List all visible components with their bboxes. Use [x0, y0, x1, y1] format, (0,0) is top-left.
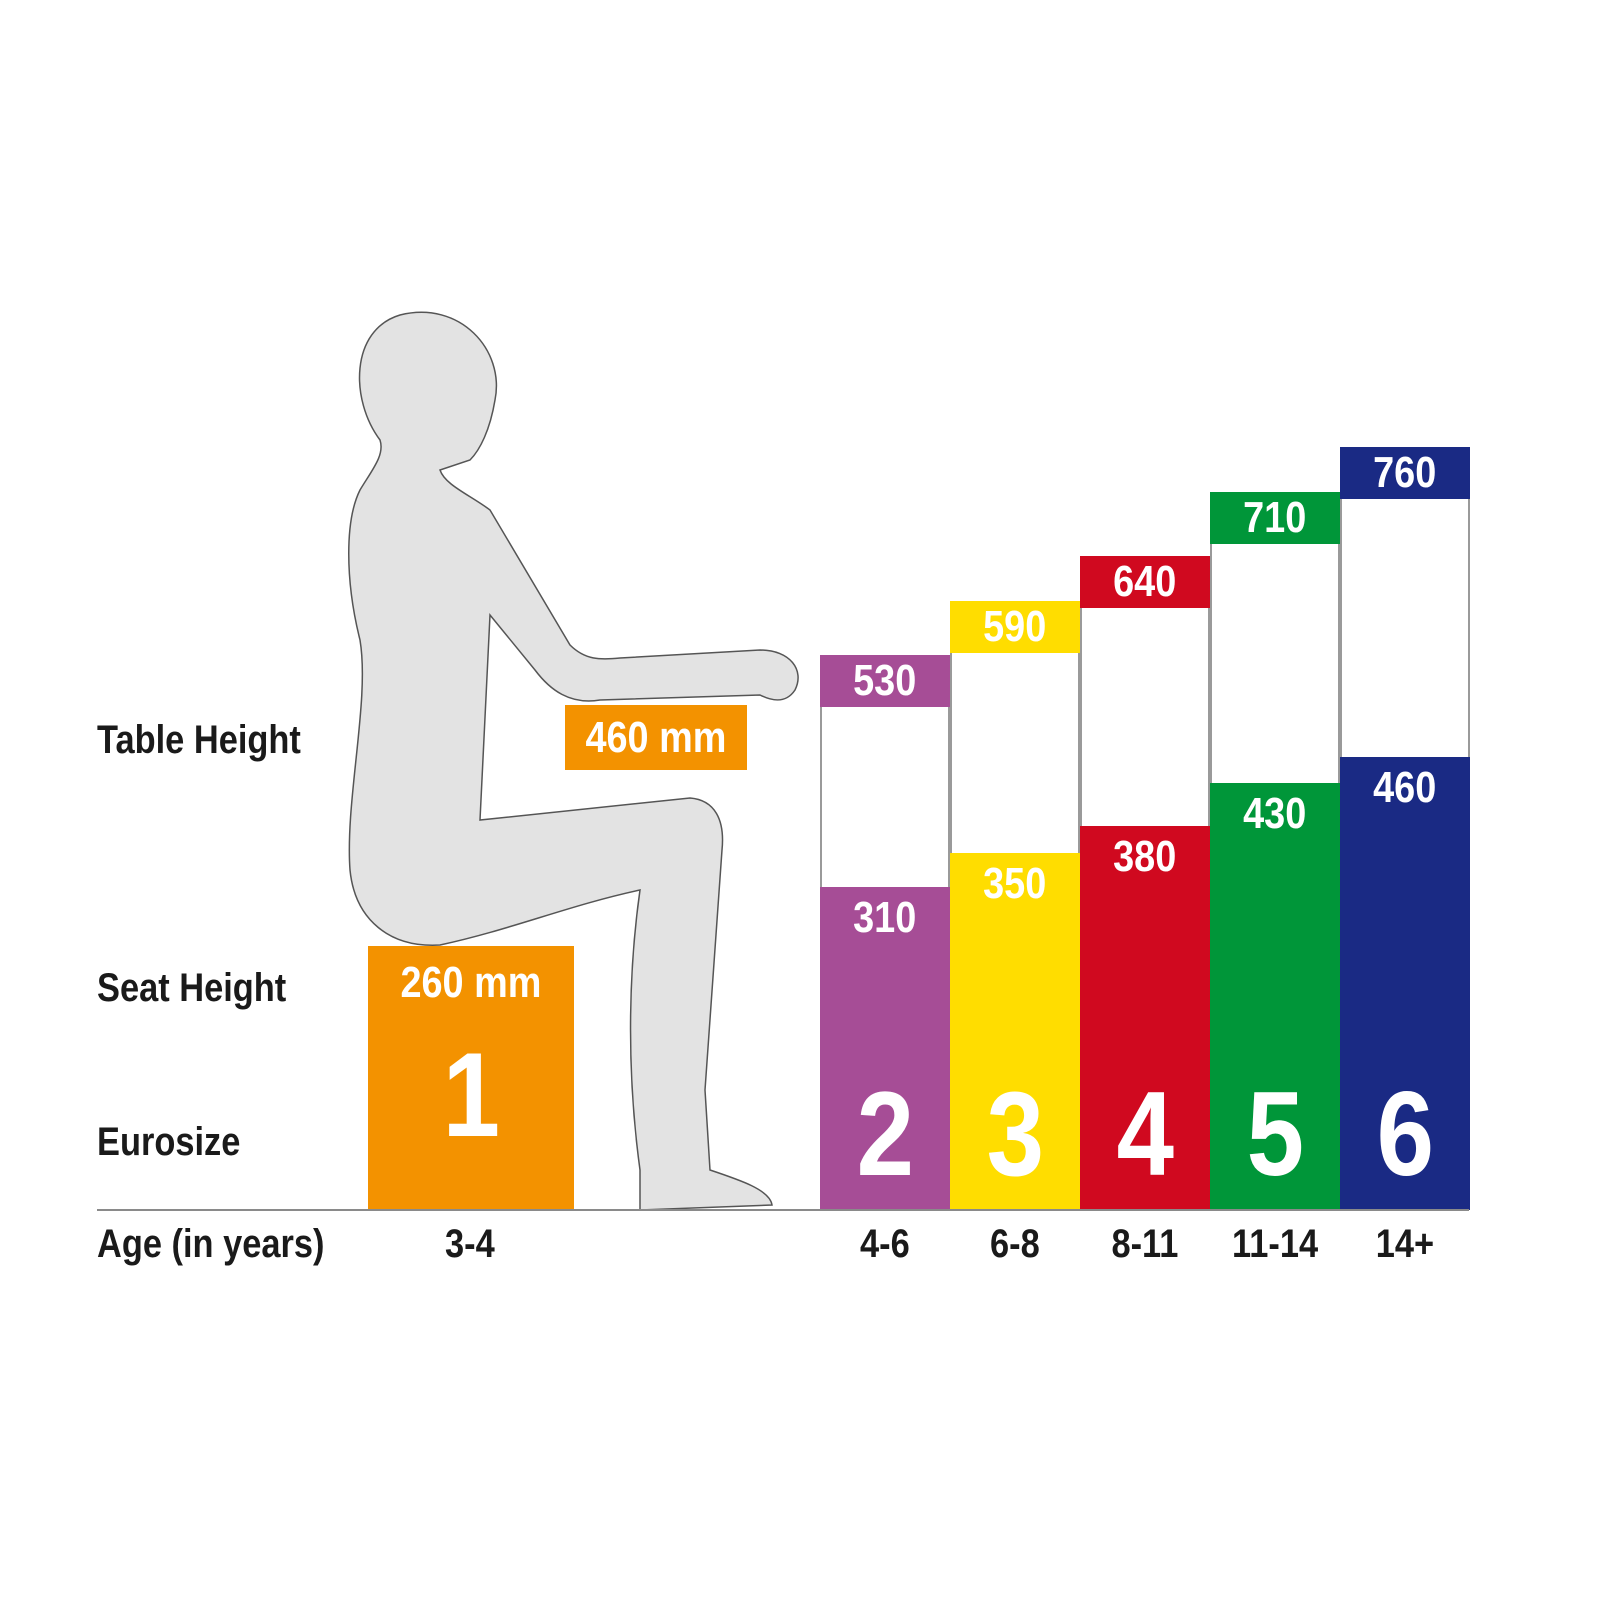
eurosize-number: 6 — [1376, 1066, 1434, 1201]
table-height-value: 710 — [1243, 493, 1307, 543]
age-label: 11-14 — [1231, 1222, 1319, 1266]
size-3-table-height-bar: 590 — [950, 601, 1080, 654]
row-label-seat-height: Seat Height — [97, 966, 287, 1010]
seat-height-value: 460 — [1373, 762, 1437, 812]
row-label-age: Age (in years) — [97, 1222, 325, 1266]
seat-height-value: 380 — [1113, 832, 1177, 882]
seat-height-label: 260 mm — [400, 958, 542, 1007]
child-silhouette — [348, 311, 799, 1211]
baseline — [97, 1209, 1469, 1211]
size-4-table-height-bar: 640 — [1080, 555, 1210, 608]
size-2-table-height-bar: 530 — [820, 655, 950, 708]
table-height-value: 590 — [983, 602, 1047, 652]
age-label: 4-6 — [860, 1222, 910, 1266]
table-height-value: 760 — [1373, 448, 1437, 498]
row-label-table-height: Table Height — [97, 718, 301, 762]
eurosize-number: 3 — [986, 1067, 1044, 1201]
row-label-eurosize: Eurosize — [97, 1120, 241, 1164]
size-1-seat-block: 260 mm 1 — [368, 946, 574, 1210]
seat-height-value: 350 — [983, 858, 1047, 908]
age-label: 6-8 — [990, 1222, 1040, 1266]
seat-height-value: 430 — [1243, 788, 1307, 838]
table-height-value: 530 — [853, 656, 917, 706]
size-3-seat-height-bar: 350 3 — [950, 852, 1080, 1210]
eurosize-number: 4 — [1116, 1066, 1174, 1201]
seat-height-value: 310 — [853, 893, 917, 943]
eurosize-number: 2 — [856, 1066, 914, 1201]
age-label: 3-4 — [445, 1222, 495, 1266]
size-6-seat-height-bar: 460 6 — [1340, 756, 1470, 1210]
size-1-table-label: 460 mm — [565, 705, 747, 770]
age-label: 14+ — [1375, 1222, 1435, 1266]
size-2-seat-height-bar: 310 2 — [820, 887, 950, 1210]
size-5-seat-height-bar: 430 5 — [1210, 782, 1340, 1210]
table-height-value: 640 — [1113, 556, 1177, 606]
size-5-table-height-bar: 710 — [1210, 492, 1340, 545]
eurosize-number: 1 — [442, 1028, 500, 1162]
size-4-seat-height-bar: 380 4 — [1080, 826, 1210, 1210]
size-6-table-height-bar: 760 — [1340, 447, 1470, 500]
table-height-label: 460 mm — [585, 713, 727, 762]
eurosize-number: 5 — [1246, 1066, 1304, 1201]
age-label: 8-11 — [1111, 1222, 1179, 1266]
